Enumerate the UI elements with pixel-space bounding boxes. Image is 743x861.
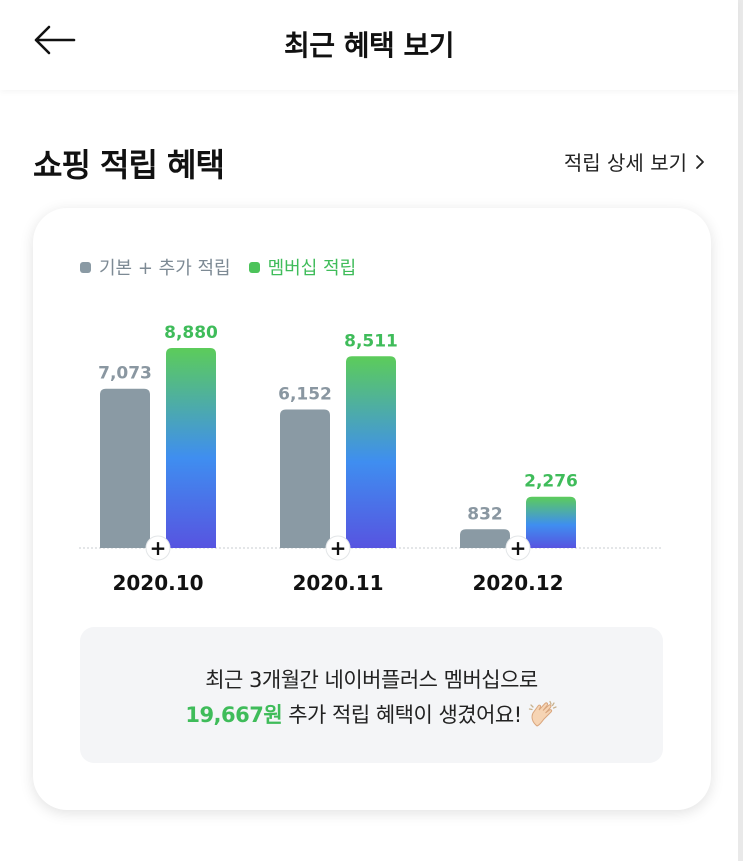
legend-swatch-base xyxy=(80,261,91,273)
plus-icon: + xyxy=(330,536,347,560)
legend-swatch-membership xyxy=(248,261,260,273)
bar-chart: 7,073 8,880 +2020.10 6,152 8,511 +2020.11 832 2… xyxy=(79,323,663,595)
bar-base-2020.10 xyxy=(100,388,150,548)
page-title: 최근 혜택 보기 xyxy=(283,29,455,62)
chevron-right-icon xyxy=(696,155,704,169)
bar-membership-2020.12 xyxy=(526,496,576,548)
summary-line-1: 최근 3개월간 네이버플러스 멤버십으로 xyxy=(205,668,538,692)
legend-item-base: 기본 + 추가 적립 xyxy=(80,254,231,280)
legend-item-membership: 멤버십 적립 xyxy=(248,254,357,280)
plus-icon: + xyxy=(150,536,167,560)
scrollbar[interactable] xyxy=(738,0,743,861)
legend-label-membership: 멤버십 적립 xyxy=(267,258,357,279)
summary-box: 최근 3개월간 네이버플러스 멤버십으로 19,667원 추가 적립 혜택이 생… xyxy=(80,627,663,763)
savings-detail-link[interactable]: 적립 상세 보기 xyxy=(564,147,705,176)
data-label-membership: 8,880 xyxy=(164,323,218,343)
summary-amount: 19,667원 xyxy=(185,703,283,727)
plus-badge xyxy=(145,535,171,561)
data-label-base: 7,073 xyxy=(98,364,152,384)
arrow-left-icon xyxy=(34,25,76,55)
bar-membership-2020.11 xyxy=(346,356,396,548)
clapping-hands-icon xyxy=(528,700,557,727)
bar-base-2020.12 xyxy=(460,529,510,548)
x-tick-label: 2020.12 xyxy=(472,571,563,595)
header: 최근 혜택 보기 xyxy=(0,0,738,90)
summary-line-2: 19,667원 추가 적립 혜택이 생겼어요! xyxy=(80,699,663,729)
data-label-membership: 2,276 xyxy=(524,472,578,492)
back-button[interactable] xyxy=(28,20,80,60)
x-tick-label: 2020.10 xyxy=(112,571,203,595)
x-tick-label: 2020.11 xyxy=(292,571,383,595)
data-label-base: 6,152 xyxy=(278,384,332,404)
legend-label-base: 기본 + 추가 적립 xyxy=(99,258,231,279)
data-label-membership: 8,511 xyxy=(344,331,398,351)
plus-icon: + xyxy=(510,536,527,560)
benefit-card: 기본 + 추가 적립 멤버십 적립 7,073 8,880 +2020.10 6,15… xyxy=(33,208,711,810)
plus-badge xyxy=(325,535,351,561)
chart-legend: 기본 + 추가 적립 멤버십 적립 xyxy=(80,254,356,280)
bar-base-2020.11 xyxy=(280,409,330,548)
savings-detail-label: 적립 상세 보기 xyxy=(563,151,687,175)
plus-badge xyxy=(505,535,531,561)
section-title: 쇼핑 적립 혜택 xyxy=(33,146,225,184)
summary-line-2-text: 추가 적립 혜택이 생겼어요! xyxy=(288,703,522,727)
data-label-base: 832 xyxy=(467,504,503,524)
bar-membership-2020.10 xyxy=(166,348,216,548)
